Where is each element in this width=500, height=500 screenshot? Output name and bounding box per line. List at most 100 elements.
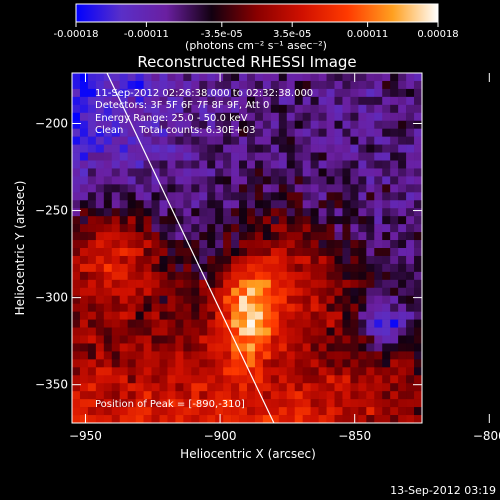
heatmap-cell [127, 208, 136, 217]
heatmap-cell [127, 271, 136, 281]
heatmap-cell [247, 96, 256, 106]
heatmap-cell [223, 295, 232, 304]
heatmap-cell [406, 295, 415, 304]
heatmap-cell [87, 271, 97, 281]
heatmap-cell [239, 144, 248, 153]
heatmap-cell [87, 295, 97, 304]
heatmap-cell [382, 160, 391, 169]
heatmap-cell [382, 351, 391, 360]
heatmap-cell [278, 248, 288, 257]
heatmap-cell [95, 248, 105, 257]
heatmap-cell [95, 271, 105, 281]
heatmap-cell [127, 415, 136, 423]
heatmap-cell [207, 415, 216, 423]
heatmap-cell [254, 263, 264, 273]
heatmap-cell [247, 73, 256, 82]
heatmap-cell [262, 375, 272, 384]
heatmap-cell [143, 399, 152, 408]
heatmap-cell [247, 120, 256, 129]
heatmap-cell [390, 88, 399, 98]
heatmap-cell [135, 271, 144, 281]
heatmap-cell [270, 263, 280, 273]
heatmap-cell [278, 240, 288, 249]
heatmap-cell [207, 240, 216, 249]
heatmap-cell [270, 160, 280, 169]
heatmap-cell [366, 295, 375, 304]
heatmap-cell [254, 359, 264, 368]
heatmap-cell [191, 240, 200, 249]
heatmap-cell [326, 176, 335, 185]
heatmap-cell [350, 359, 359, 368]
heatmap-cell [79, 343, 89, 352]
heatmap-cell [95, 415, 105, 423]
heatmap-cell [382, 399, 391, 408]
annotation-energy: Energy Range: 25.0 - 50.0 keV [95, 113, 248, 124]
heatmap-cell [342, 96, 351, 106]
heatmap-cell [286, 327, 296, 336]
heatmap-cell [215, 248, 224, 257]
heatmap-cell [215, 104, 224, 114]
heatmap-cell [151, 104, 160, 114]
heatmap-cell [286, 311, 296, 320]
heatmap-cell [382, 391, 391, 400]
heatmap-cell [262, 224, 272, 233]
heatmap-cell [318, 160, 327, 169]
heatmap-cell [262, 303, 272, 312]
heatmap-cell [254, 80, 264, 90]
heatmap-cell [278, 144, 288, 153]
heatmap-cell [223, 73, 232, 82]
heatmap-cell [326, 271, 335, 281]
heatmap-cell [135, 367, 144, 376]
heatmap-cell [342, 160, 351, 169]
heatmap-cell [270, 367, 280, 376]
heatmap-cell [334, 176, 343, 185]
heatmap-cell [270, 208, 280, 217]
heatmap-cell [159, 279, 168, 289]
heatmap-cell [278, 80, 288, 90]
heatmap-cell [127, 136, 136, 145]
heatmap-cell [223, 208, 232, 217]
heatmap-cell [350, 383, 359, 392]
heatmap-cell [342, 343, 351, 352]
heatmap-cell [231, 383, 240, 392]
heatmap-cell [119, 255, 128, 265]
heatmap-cell [79, 112, 89, 122]
heatmap-cell [79, 232, 89, 241]
heatmap-cell [262, 255, 272, 265]
heatmap-cell [79, 399, 89, 408]
heatmap-cell [398, 415, 407, 423]
heatmap-cell [231, 96, 240, 106]
heatmap-cell [207, 295, 216, 304]
heatmap-cell [350, 152, 359, 161]
heatmap-cell [159, 200, 168, 209]
solar-limb-line [106, 73, 275, 423]
heatmap-cell [127, 311, 136, 320]
heatmap-cell [286, 391, 296, 400]
heatmap-cell [175, 73, 184, 82]
heatmap-cell [119, 176, 128, 185]
heatmap-cell [247, 128, 256, 137]
heatmap-cell [135, 232, 144, 241]
heatmap-cell [310, 73, 319, 82]
heatmap-cell [414, 248, 422, 257]
heatmap-cell [294, 128, 303, 137]
heatmap-cell [247, 136, 256, 145]
heatmap-cell [254, 136, 264, 145]
heatmap-image [72, 73, 422, 423]
heatmap-cell [207, 192, 216, 201]
heatmap-cell [350, 343, 359, 352]
heatmap-cell [358, 351, 367, 360]
heatmap-cell [159, 176, 168, 185]
heatmap-cell [103, 383, 113, 392]
heatmap-cell [270, 200, 280, 209]
heatmap-cell [374, 383, 383, 392]
heatmap-cell [183, 192, 192, 201]
heatmap-cell [254, 128, 264, 137]
heatmap-cell [334, 73, 343, 82]
heatmap-cell [135, 319, 144, 328]
heatmap-cell [95, 208, 105, 217]
heatmap-cell [382, 88, 391, 98]
heatmap-cell [151, 271, 160, 281]
heatmap-cell [302, 391, 311, 400]
heatmap-cell [103, 311, 113, 320]
